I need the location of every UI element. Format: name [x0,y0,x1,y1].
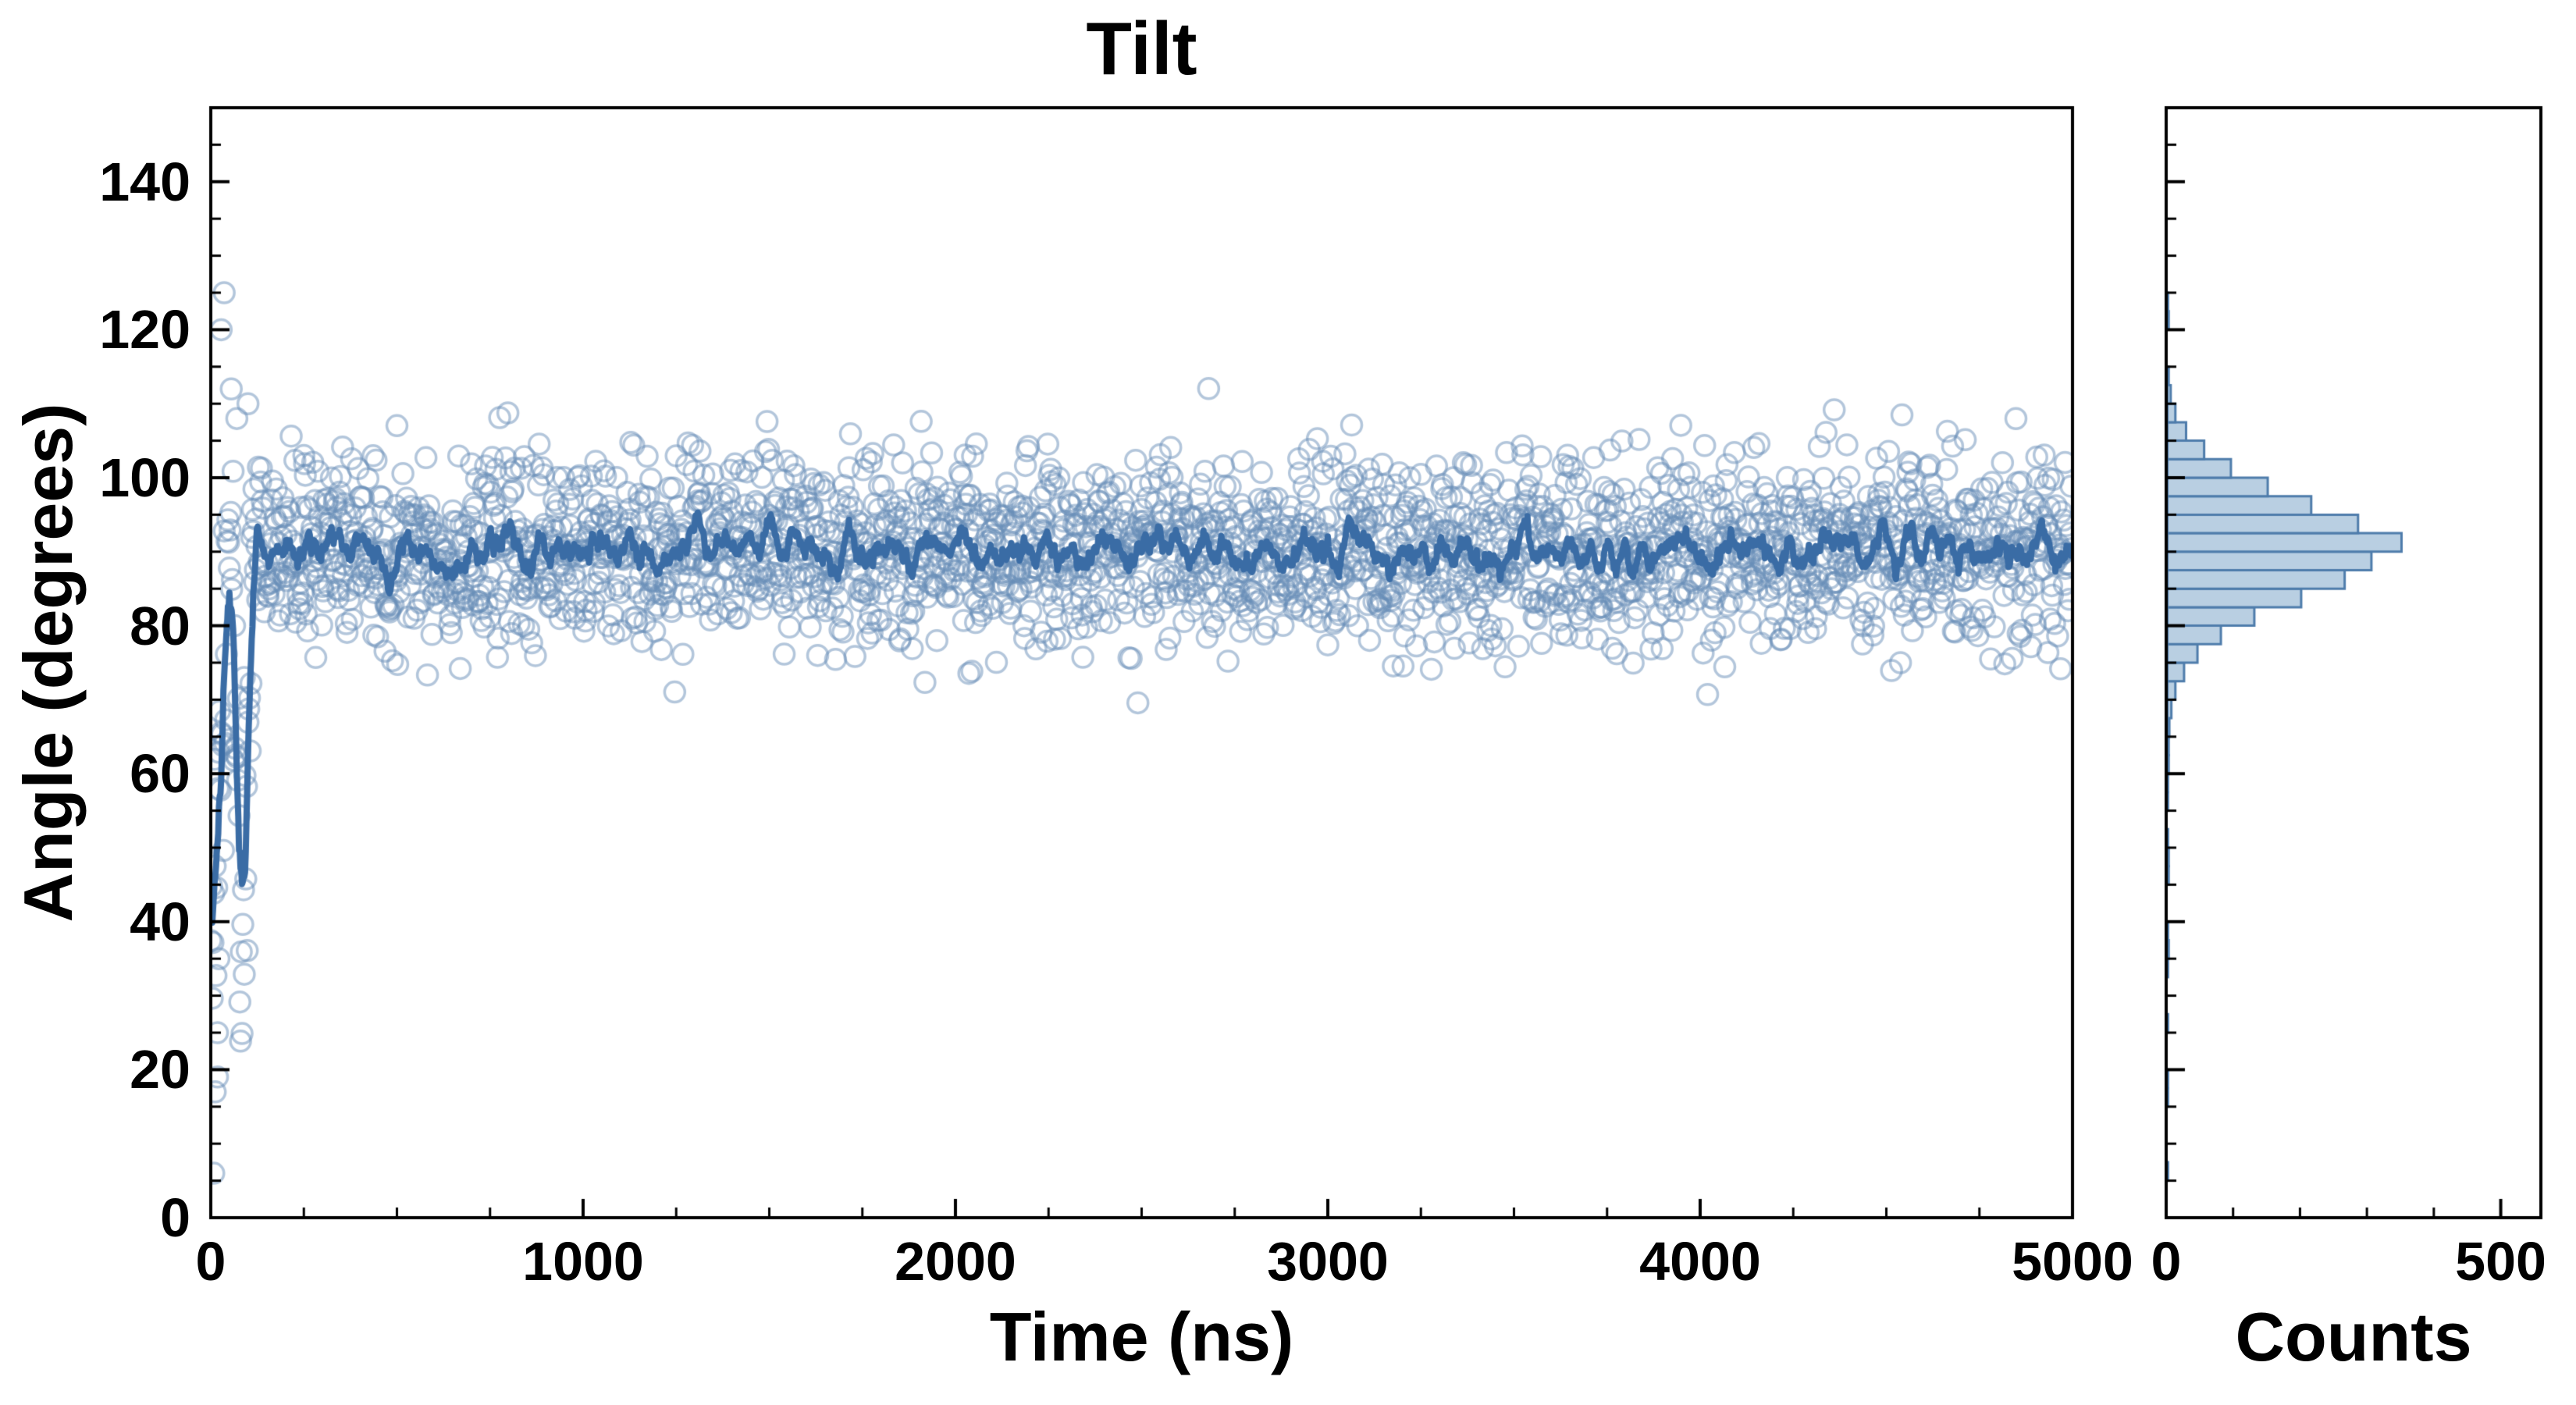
hist-x-tick-label: 500 [2455,1231,2546,1292]
hist-x-axis-label: Counts [2235,1298,2472,1375]
y-axis-label: Angle (degrees) [9,403,87,923]
plot-title: Tilt [1086,7,1197,91]
y-tick-label: 0 [160,1187,190,1248]
y-tick-label: 100 [99,447,190,508]
y-tick-label: 120 [99,299,190,361]
x-tick-label: 1000 [522,1231,644,1292]
y-tick-label: 20 [130,1039,190,1101]
x-tick-label: 4000 [1639,1231,1761,1292]
x-tick-label: 0 [195,1231,226,1292]
x-tick-label: 3000 [1267,1231,1389,1292]
y-tick-label: 140 [99,151,190,212]
y-tick-label: 40 [130,891,190,952]
hist-x-tick-label: 0 [2151,1231,2182,1292]
x-axis-label: Time (ns) [989,1298,1294,1375]
x-tick-label: 5000 [2012,1231,2133,1292]
y-tick-label: 80 [130,595,190,656]
x-tick-label: 2000 [895,1231,1016,1292]
y-tick-label: 60 [130,743,190,805]
